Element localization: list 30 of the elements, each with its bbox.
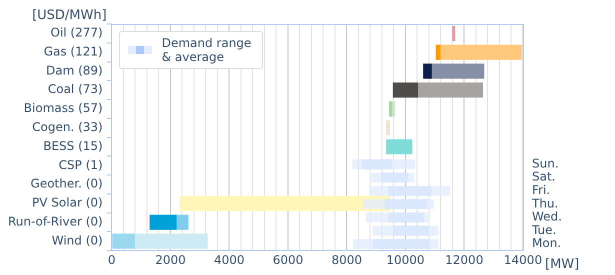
y-axis-title: [USD/MWh]: [32, 8, 107, 23]
x-tick-label: 14000: [504, 252, 542, 267]
y-tick-label: Biomass (57): [24, 101, 103, 116]
y-tick-label: CSP (1): [58, 158, 103, 172]
y-tick-label: Sat.: [532, 170, 556, 184]
y-tick-label: Thu.: [531, 196, 558, 210]
y-tick-label: Cogen. (33): [32, 120, 103, 134]
x-axis-title: [MW]: [545, 256, 580, 272]
y-tick-label: Gas (121): [44, 44, 103, 58]
x-tick-label: 4000: [214, 252, 244, 267]
y-tick-label: Wind (0): [52, 233, 103, 248]
y-tick-label: Fri.: [532, 183, 550, 197]
y-tick-label: Coal (73): [48, 82, 103, 96]
x-tick-label: 6000: [272, 252, 304, 267]
y-tick-label: Oil (277): [50, 26, 103, 40]
x-tick-label: 2000: [155, 252, 186, 267]
y-tick-label: Wed.: [532, 210, 562, 224]
x-tick-label: 0: [108, 252, 116, 267]
legend-label: Demand range & average: [162, 36, 252, 64]
y-tick-label: PV Solar (0): [32, 196, 103, 210]
y-tick-label: Run-of-River (0): [8, 214, 103, 228]
y-tick-label: Tue.: [531, 222, 556, 237]
x-tick-label: 12000: [445, 252, 484, 267]
y-tick-label: Geother. (0): [30, 176, 103, 191]
y-tick-label: Sun.: [532, 156, 559, 170]
y-tick-label: Mon.: [532, 236, 562, 250]
x-tick-label: 8000: [331, 252, 362, 267]
y-tick-label: BESS (15): [43, 138, 103, 153]
y-tick-label: Dam (89): [46, 63, 103, 78]
x-tick-label: 10000: [386, 252, 425, 267]
